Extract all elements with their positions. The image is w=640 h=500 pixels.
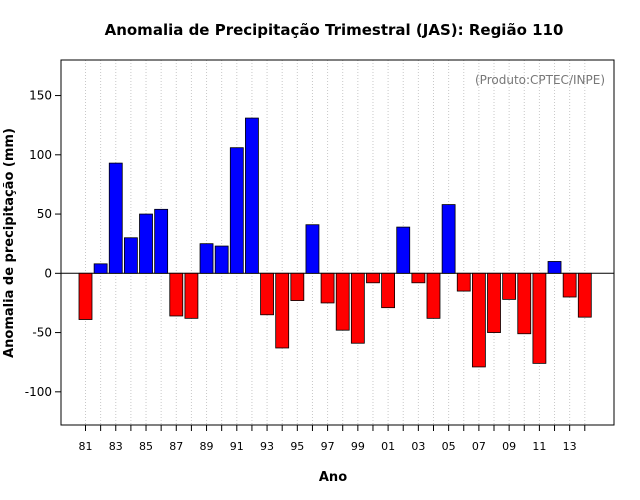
- bar-2010: [517, 272, 532, 335]
- y-tick-label: 0: [44, 266, 52, 280]
- y-axis: -100 -50 0 50 100 150: [25, 89, 61, 399]
- bar-1988: [184, 272, 199, 319]
- x-axis-label: Ano: [319, 470, 347, 485]
- x-tick-label: 13: [563, 440, 577, 453]
- x-tick-label: 01: [381, 440, 395, 453]
- x-tick-label: 83: [109, 440, 123, 453]
- bar-2001: [381, 272, 396, 309]
- bar-1986: [154, 208, 169, 274]
- bar-2008: [487, 272, 501, 333]
- bar-2011: [532, 272, 547, 364]
- bar-2012: [547, 261, 562, 274]
- bars-layer: [78, 117, 592, 368]
- bar-1996: [305, 224, 320, 274]
- x-tick-label: 97: [321, 440, 335, 453]
- bar-2006: [456, 272, 471, 292]
- plot-frame: [60, 59, 615, 426]
- x-tick-label: 95: [290, 440, 304, 453]
- bar-2000: [366, 272, 380, 284]
- bar-1981: [78, 272, 93, 320]
- x-axis: 81 83 85 87 89 91 93 95 97 99 01 03 05 07 09 11 13: [79, 425, 586, 453]
- x-tick-label: 07: [472, 440, 486, 453]
- y-tick-label: -100: [25, 385, 52, 399]
- x-tick-label: 85: [139, 440, 153, 453]
- source-note: (Produto:CPTEC/INPE): [475, 73, 605, 87]
- bar-2007: [471, 272, 486, 368]
- bar-1993: [260, 272, 274, 316]
- x-tick-label: 93: [260, 440, 274, 453]
- x-tick-label: 05: [442, 440, 456, 453]
- bar-1990: [214, 245, 229, 274]
- bar-2005: [441, 204, 456, 274]
- bar-1991: [229, 147, 244, 274]
- bar-1995: [290, 272, 305, 301]
- x-tick-label: 81: [79, 440, 93, 453]
- bar-1989: [199, 243, 214, 274]
- x-tick-label: 89: [200, 440, 214, 453]
- bar-1998: [335, 272, 350, 331]
- bar-2014: [577, 272, 592, 318]
- bar-1997: [320, 272, 335, 304]
- bar-1987: [169, 272, 184, 317]
- bar-2009: [502, 272, 517, 300]
- y-tick-label: 100: [29, 148, 52, 162]
- bar-2013: [562, 272, 577, 298]
- y-tick-label: 50: [37, 207, 52, 221]
- x-tick-label: 91: [230, 440, 244, 453]
- y-tick-label: 150: [29, 89, 52, 103]
- bar-2003: [411, 272, 426, 284]
- x-tick-label: 03: [411, 440, 425, 453]
- chart-title: Anomalia de Precipitação Trimestral (JAS…: [105, 21, 564, 39]
- bar-2004: [426, 272, 441, 319]
- bar-1984: [123, 237, 138, 274]
- x-tick-label: 87: [169, 440, 183, 453]
- bar-2002: [396, 226, 411, 274]
- bar-1982: [93, 263, 108, 274]
- bar-1992: [245, 117, 259, 274]
- x-tick-label: 11: [532, 440, 546, 453]
- y-tick-label: -50: [32, 326, 52, 340]
- y-axis-label: Anomalia de precipitação (mm): [2, 128, 17, 358]
- bar-1983: [108, 162, 123, 274]
- bar-1985: [139, 213, 153, 274]
- bar-1994: [275, 272, 290, 349]
- x-tick-label: 99: [351, 440, 365, 453]
- x-tick-label: 09: [502, 440, 516, 453]
- bar-1999: [350, 272, 365, 344]
- grid-layer: [85, 60, 586, 425]
